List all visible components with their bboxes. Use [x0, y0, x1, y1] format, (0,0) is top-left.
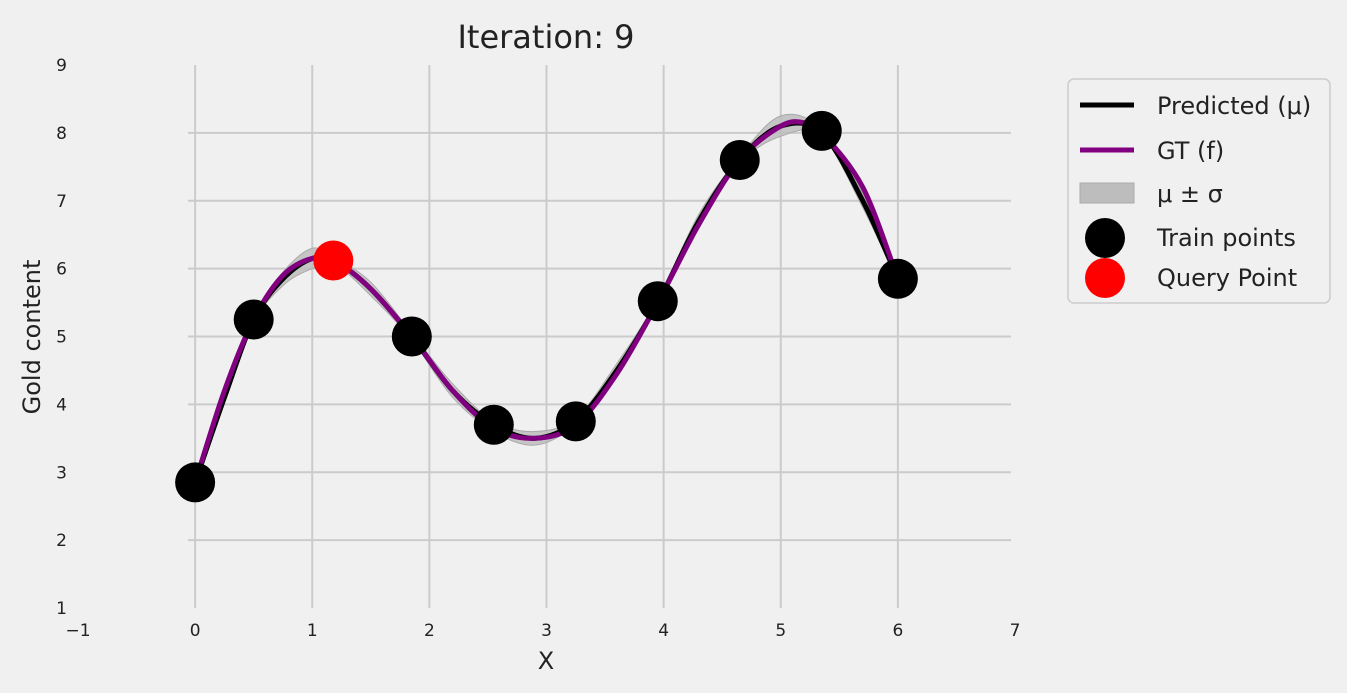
train-point — [637, 281, 678, 322]
x-tick-label: 2 — [424, 621, 435, 641]
x-tick-label: 6 — [892, 621, 903, 641]
x-tick-label: −1 — [65, 621, 90, 641]
legend-band-swatch — [1079, 182, 1135, 204]
legend-query-label: Query Point — [1157, 264, 1297, 292]
legend-train-label: Train points — [1156, 224, 1296, 252]
legend-box — [1067, 78, 1331, 304]
train-point — [473, 404, 514, 445]
train-point — [391, 316, 432, 357]
legend-query-swatch — [1085, 258, 1125, 298]
x-tick-label: 4 — [658, 621, 669, 641]
y-axis-label: Gold content — [18, 260, 46, 415]
y-tick-label: 7 — [56, 192, 67, 212]
y-tick-label: 8 — [56, 124, 67, 144]
x-axis-label: X — [538, 647, 554, 675]
legend-gt-label: GT (f) — [1157, 137, 1224, 165]
x-tick-labels: −1 0 1 2 3 4 5 6 7 — [65, 621, 1020, 641]
legend: Predicted (μ) GT (f) μ ± σ Train points … — [1067, 78, 1331, 304]
y-tick-label: 9 — [56, 56, 67, 76]
y-tick-labels: 1 2 3 4 5 6 7 8 9 — [56, 56, 67, 619]
x-tick-label: 0 — [190, 621, 201, 641]
train-point — [801, 110, 842, 151]
legend-predicted-label: Predicted (μ) — [1157, 92, 1311, 120]
y-tick-label: 6 — [56, 260, 67, 280]
legend-train-swatch — [1085, 218, 1125, 258]
train-points — [175, 110, 918, 503]
y-tick-label: 3 — [56, 463, 67, 483]
train-point — [233, 299, 274, 340]
y-tick-label: 1 — [56, 599, 67, 619]
legend-band-label: μ ± σ — [1157, 180, 1223, 208]
train-point — [719, 140, 760, 181]
x-tick-label: 3 — [541, 621, 552, 641]
x-tick-label: 1 — [307, 621, 318, 641]
train-point — [555, 401, 596, 442]
y-tick-label: 5 — [56, 328, 67, 348]
y-tick-label: 2 — [56, 531, 67, 551]
x-tick-label: 7 — [1010, 621, 1021, 641]
train-point — [877, 258, 918, 299]
train-point — [175, 462, 216, 503]
query-point — [313, 240, 354, 281]
chart-title: Iteration: 9 — [457, 18, 634, 56]
ground-truth-line — [192, 119, 901, 485]
x-tick-label: 5 — [775, 621, 786, 641]
y-tick-label: 4 — [56, 395, 67, 415]
